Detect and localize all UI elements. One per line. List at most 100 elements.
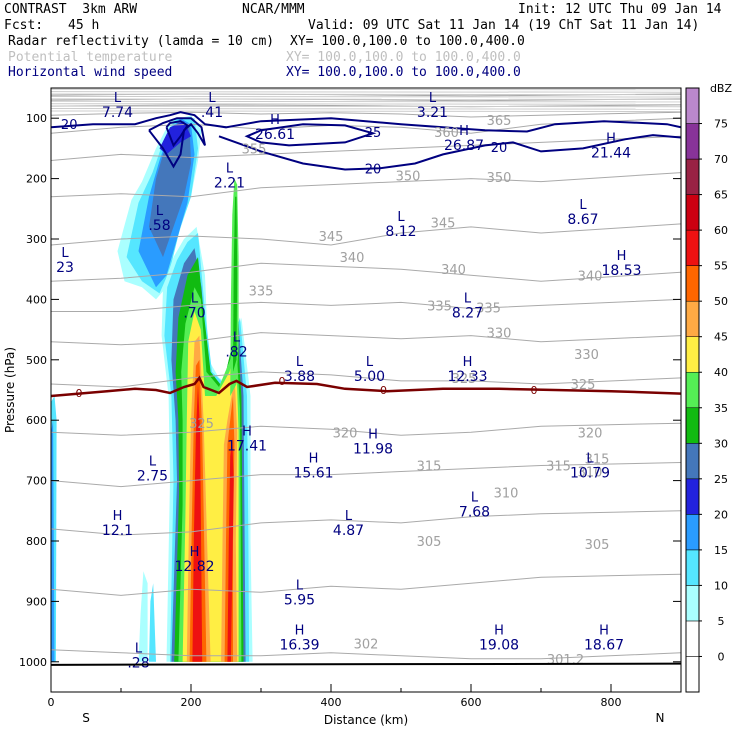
theta-label: 320 <box>333 426 358 441</box>
y-tick-label: 900 <box>26 595 47 608</box>
extremum-type: L <box>156 204 164 219</box>
theta-contour-line <box>51 111 681 118</box>
theta-label: 335 <box>476 301 501 316</box>
colorbar-label: 55 <box>714 260 728 273</box>
theta-contours <box>51 88 681 660</box>
colorbar-label: 25 <box>714 473 728 486</box>
theta-contour-line <box>51 108 681 110</box>
theta-label: 315 <box>546 460 571 475</box>
reflectivity-cell <box>233 196 238 372</box>
theta-label: 330 <box>574 348 599 363</box>
theta-contour-line <box>51 172 681 198</box>
extremum-type: H <box>606 131 616 146</box>
extremum-type: L <box>114 91 122 106</box>
extremum-value: 21.44 <box>591 145 631 161</box>
colorbar-cell <box>685 265 700 302</box>
theta-label: 350 <box>396 170 421 185</box>
theta-contour-line <box>51 298 681 312</box>
theta-contour-line <box>51 371 681 388</box>
extremum-value: 8.67 <box>567 212 598 228</box>
theta-contour-line <box>51 91 681 93</box>
plot-frame <box>50 87 682 693</box>
extremum-value: 19.08 <box>479 638 519 654</box>
extremum-value: 18.53 <box>601 263 641 279</box>
zero-contour-label: 0 <box>76 387 83 400</box>
extremum-type: L <box>366 355 374 370</box>
theta-contour-line <box>51 262 681 282</box>
colorbar-cell <box>685 123 700 160</box>
reflectivity-cell <box>138 571 148 662</box>
theta-label: 345 <box>319 230 344 245</box>
reflectivity-cell <box>149 583 156 662</box>
colorbar-label: 50 <box>714 295 728 308</box>
extremum-value: 15.61 <box>293 465 333 481</box>
colorbar-cell <box>685 194 700 231</box>
extremum-value: 16.39 <box>279 638 319 654</box>
extremum-type: H <box>617 249 627 264</box>
extremum-type: L <box>464 291 472 306</box>
theta-contour-line <box>51 100 681 103</box>
theta-contour-line <box>51 105 681 108</box>
extremum-value: 2.21 <box>214 176 245 192</box>
zero-degree-contour <box>51 375 681 398</box>
extremum-type: L <box>579 198 587 213</box>
extremum-type: L <box>149 455 157 470</box>
extremum-value: 5.95 <box>284 592 315 608</box>
colorbar-cell <box>685 514 700 551</box>
colorbar-label: 35 <box>714 402 728 415</box>
colorbar-label: 65 <box>714 189 728 202</box>
extremum-type: H <box>459 124 469 139</box>
field-1-xy: XY= 100.0,100.0 to 100.0,400.0 <box>290 34 525 49</box>
theta-label: 340 <box>340 251 365 266</box>
colorbar-unit: dBZ <box>710 82 733 95</box>
extremum-value: 23 <box>56 260 74 276</box>
reflectivity-cell <box>192 384 203 662</box>
x-tick-label: 400 <box>321 696 342 709</box>
y-tick-label: 300 <box>26 233 47 246</box>
extremum-type: L <box>397 210 405 225</box>
theta-label: 345 <box>431 217 456 232</box>
x-tick-label: 200 <box>181 696 202 709</box>
theta-contour-line <box>51 110 681 113</box>
colorbar-cell <box>685 300 700 337</box>
zero-contour-label: 0 <box>380 384 387 397</box>
theta-label: 350 <box>487 171 512 186</box>
extremum-value: 7.74 <box>102 105 133 121</box>
theta-contour-line <box>51 462 681 488</box>
reflectivity-cell <box>227 438 234 662</box>
wind-contour-line <box>218 134 681 171</box>
extremum-type: L <box>208 91 216 106</box>
wind-label: 25 <box>365 126 382 141</box>
theta-label: 330 <box>487 327 512 342</box>
colorbar-label: 45 <box>714 331 728 344</box>
theta-contour-line <box>51 573 681 596</box>
theta-contour-line <box>51 422 681 436</box>
extremum-value: 18.67 <box>584 638 624 654</box>
theta-label: 355 <box>242 142 267 157</box>
colorbar-cell <box>685 87 700 124</box>
wind-label: 20 <box>61 118 78 133</box>
theta-label: 315 <box>585 452 610 467</box>
extremum-type: H <box>190 545 200 560</box>
fcst-value: 45 h <box>68 18 100 33</box>
wind-contours <box>51 111 681 171</box>
theta-label: 310 <box>578 466 603 481</box>
x-tick-label: 800 <box>601 696 622 709</box>
theta-contour-line <box>51 649 681 660</box>
extremum-type: H <box>270 113 280 128</box>
field-3-name: Horizontal wind speed <box>8 65 173 80</box>
colorbar-cell <box>685 585 700 622</box>
theta-contour-line <box>51 103 681 105</box>
x-tick-label: 600 <box>461 696 482 709</box>
colorbar-label: 5 <box>718 615 725 628</box>
y-axis-label: Pressure (hPa) <box>3 347 17 433</box>
field-3-xy: XY= 100.0,100.0 to 100.0,400.0 <box>286 65 521 80</box>
zero-contour-label: 0 <box>279 375 286 388</box>
theta-contour-line <box>51 332 681 346</box>
colorbar-cell <box>685 336 700 373</box>
theta-label: 325 <box>452 372 477 387</box>
colorbar-cell <box>685 478 700 515</box>
wind-contour-line <box>51 111 681 133</box>
